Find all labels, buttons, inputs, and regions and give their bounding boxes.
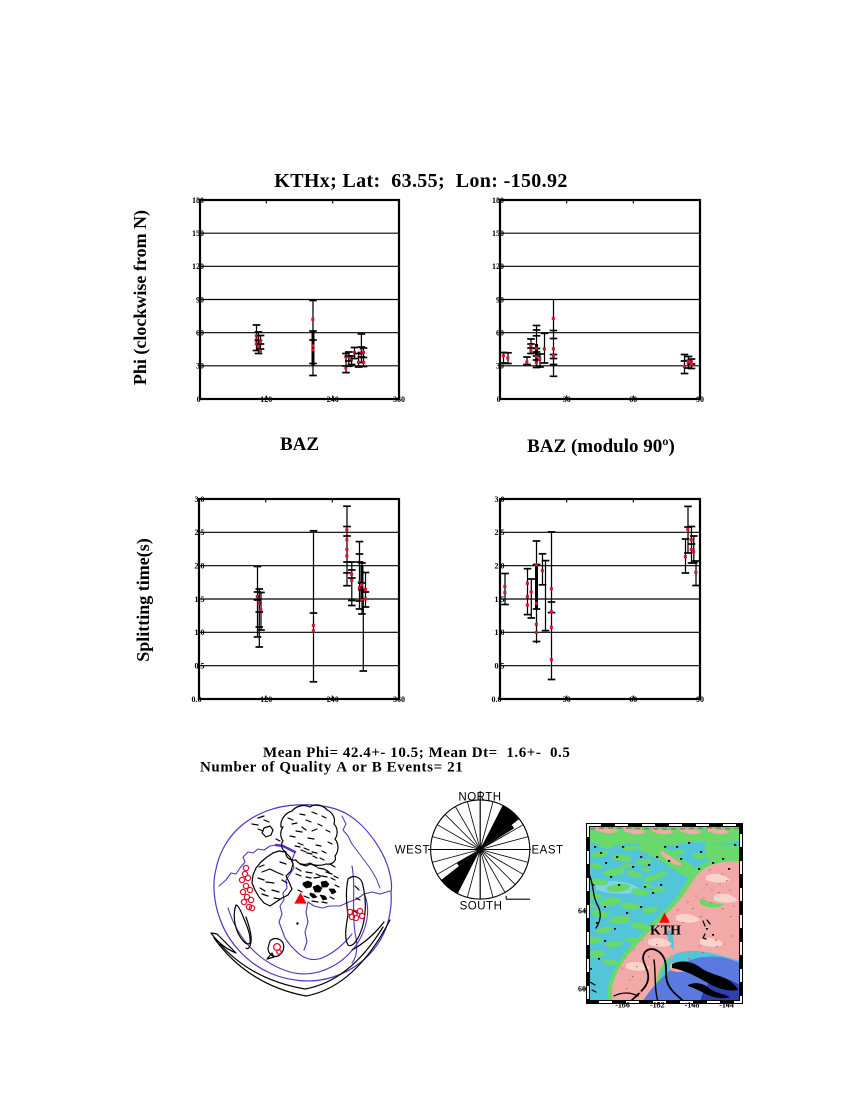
svg-text:60: 60 (496, 328, 504, 337)
svg-text:90: 90 (696, 395, 704, 404)
svg-text:240: 240 (327, 695, 339, 704)
svg-text:120: 120 (260, 695, 272, 704)
svg-text:180: 180 (492, 196, 504, 205)
svg-text:1.5: 1.5 (195, 595, 205, 604)
svg-text:1.5: 1.5 (495, 595, 505, 604)
svg-text:2.0: 2.0 (495, 561, 505, 570)
svg-text:240: 240 (327, 395, 339, 404)
svg-text:Splitting time(s): Splitting time(s) (133, 538, 154, 662)
svg-text:60: 60 (629, 695, 637, 704)
svg-text:EAST: EAST (532, 845, 564, 857)
svg-text:KTH: KTH (650, 924, 681, 939)
svg-text:1.0: 1.0 (495, 628, 505, 637)
svg-text:0: 0 (497, 395, 501, 404)
svg-text:Number of Quality A or B Event: Number of Quality A or B Events= 21 (200, 760, 463, 776)
svg-text:30: 30 (563, 395, 571, 404)
svg-text:KTHx; Lat: 63.55; Lon: -150.: KTHx; Lat: 63.55; Lon: -150.92 (274, 170, 567, 192)
svg-text:BAZ (modulo 90º): BAZ (modulo 90º) (527, 436, 675, 457)
svg-text:60: 60 (578, 984, 586, 993)
svg-text:0.0: 0.0 (192, 695, 202, 704)
svg-text:180: 180 (192, 196, 204, 205)
svg-text:2.0: 2.0 (195, 561, 205, 570)
svg-text:3.0: 3.0 (495, 495, 505, 504)
svg-text:30: 30 (496, 362, 504, 371)
svg-text:0.5: 0.5 (495, 661, 505, 670)
svg-text:150: 150 (492, 229, 504, 238)
svg-text:1.0: 1.0 (195, 628, 205, 637)
svg-text:120: 120 (492, 262, 504, 271)
svg-text:2.5: 2.5 (495, 528, 505, 537)
svg-text:Phi (clockwise from N): Phi (clockwise from N) (130, 210, 151, 385)
svg-text:360: 360 (393, 395, 405, 404)
svg-text:30: 30 (563, 695, 571, 704)
svg-text:90: 90 (696, 695, 704, 704)
svg-text:120: 120 (192, 262, 204, 271)
svg-text:2.5: 2.5 (195, 528, 205, 537)
svg-text:0.0: 0.0 (492, 695, 502, 704)
svg-text:BAZ: BAZ (280, 434, 319, 455)
svg-text:64: 64 (578, 906, 586, 915)
svg-text:3.0: 3.0 (195, 495, 205, 504)
svg-text:360: 360 (393, 695, 405, 704)
svg-text:60: 60 (196, 328, 204, 337)
svg-text:SOUTH: SOUTH (460, 901, 503, 913)
svg-text:Mean Phi= 42.4+- 10.5; Mean Dt: Mean Phi= 42.4+- 10.5; Mean Dt= 1.6+- 0.… (263, 745, 570, 761)
svg-text:90: 90 (496, 295, 504, 304)
svg-text:150: 150 (192, 229, 204, 238)
svg-text:60: 60 (629, 395, 637, 404)
svg-text:NORTH: NORTH (458, 792, 501, 804)
svg-text:120: 120 (260, 395, 272, 404)
svg-text:30: 30 (196, 362, 204, 371)
svg-text:0: 0 (197, 395, 201, 404)
svg-text:0.5: 0.5 (195, 661, 205, 670)
svg-text:WEST: WEST (395, 845, 430, 857)
svg-text:90: 90 (196, 295, 204, 304)
